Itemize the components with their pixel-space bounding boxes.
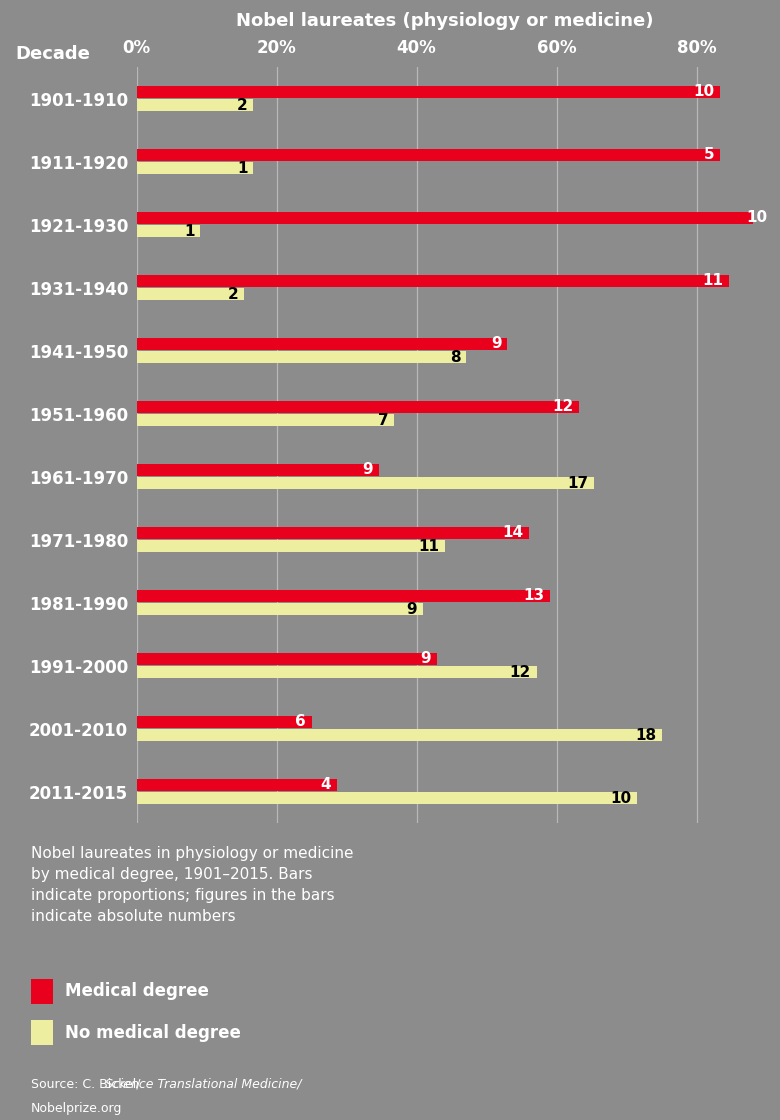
Bar (136, 526, 529, 539)
Bar (136, 590, 550, 601)
Text: 9: 9 (420, 652, 431, 666)
Bar (136, 289, 244, 300)
Text: 8: 8 (450, 349, 460, 365)
Text: Decade: Decade (16, 45, 90, 63)
Text: 10: 10 (746, 211, 768, 225)
Bar (136, 86, 720, 97)
Text: 2: 2 (237, 97, 247, 113)
Text: 4: 4 (321, 777, 331, 793)
Text: 5: 5 (704, 148, 714, 162)
Text: 6: 6 (295, 715, 306, 729)
Text: 14: 14 (502, 525, 523, 541)
Text: 18: 18 (635, 728, 656, 743)
Bar (136, 414, 395, 427)
Text: 13: 13 (523, 588, 544, 604)
Text: 9: 9 (406, 601, 417, 617)
Text: 9: 9 (363, 463, 374, 477)
Bar (136, 666, 537, 679)
Text: 7: 7 (378, 413, 389, 428)
Bar (136, 541, 445, 552)
Bar (136, 464, 379, 476)
Bar (136, 274, 729, 287)
Bar (136, 778, 336, 791)
Title: Nobel laureates (physiology or medicine): Nobel laureates (physiology or medicine) (236, 11, 654, 29)
Text: 2: 2 (228, 287, 239, 302)
Text: 11: 11 (703, 273, 723, 289)
Text: 10: 10 (610, 791, 631, 806)
Bar (136, 162, 254, 175)
Text: 12: 12 (552, 400, 573, 414)
Bar (136, 225, 200, 237)
Text: 12: 12 (510, 665, 531, 680)
Text: Nobel laureates in physiology or medicine
by medical degree, 1901–2015. Bars
ind: Nobel laureates in physiology or medicin… (31, 846, 353, 924)
Text: No medical degree: No medical degree (65, 1024, 240, 1042)
Bar (136, 212, 773, 224)
Text: 17: 17 (568, 476, 589, 491)
Text: 1: 1 (237, 161, 247, 176)
Text: Nobelprize.org: Nobelprize.org (31, 1102, 122, 1116)
Text: 10: 10 (693, 84, 714, 100)
Text: 11: 11 (418, 539, 439, 554)
Bar (136, 729, 661, 741)
Bar (136, 477, 594, 489)
Bar (136, 338, 507, 349)
Bar (136, 100, 254, 112)
Text: 9: 9 (491, 336, 502, 352)
Bar (136, 401, 579, 413)
Text: Science Translational Medicine/: Science Translational Medicine/ (105, 1077, 302, 1091)
Bar (136, 716, 311, 728)
Text: Medical degree: Medical degree (65, 982, 208, 1000)
Bar (136, 793, 636, 804)
Text: Source: C. Bickel/: Source: C. Bickel/ (31, 1077, 140, 1091)
Bar (136, 653, 437, 665)
Text: 1: 1 (184, 224, 194, 239)
Bar (136, 149, 720, 161)
Bar (136, 604, 423, 616)
Bar (136, 352, 466, 364)
